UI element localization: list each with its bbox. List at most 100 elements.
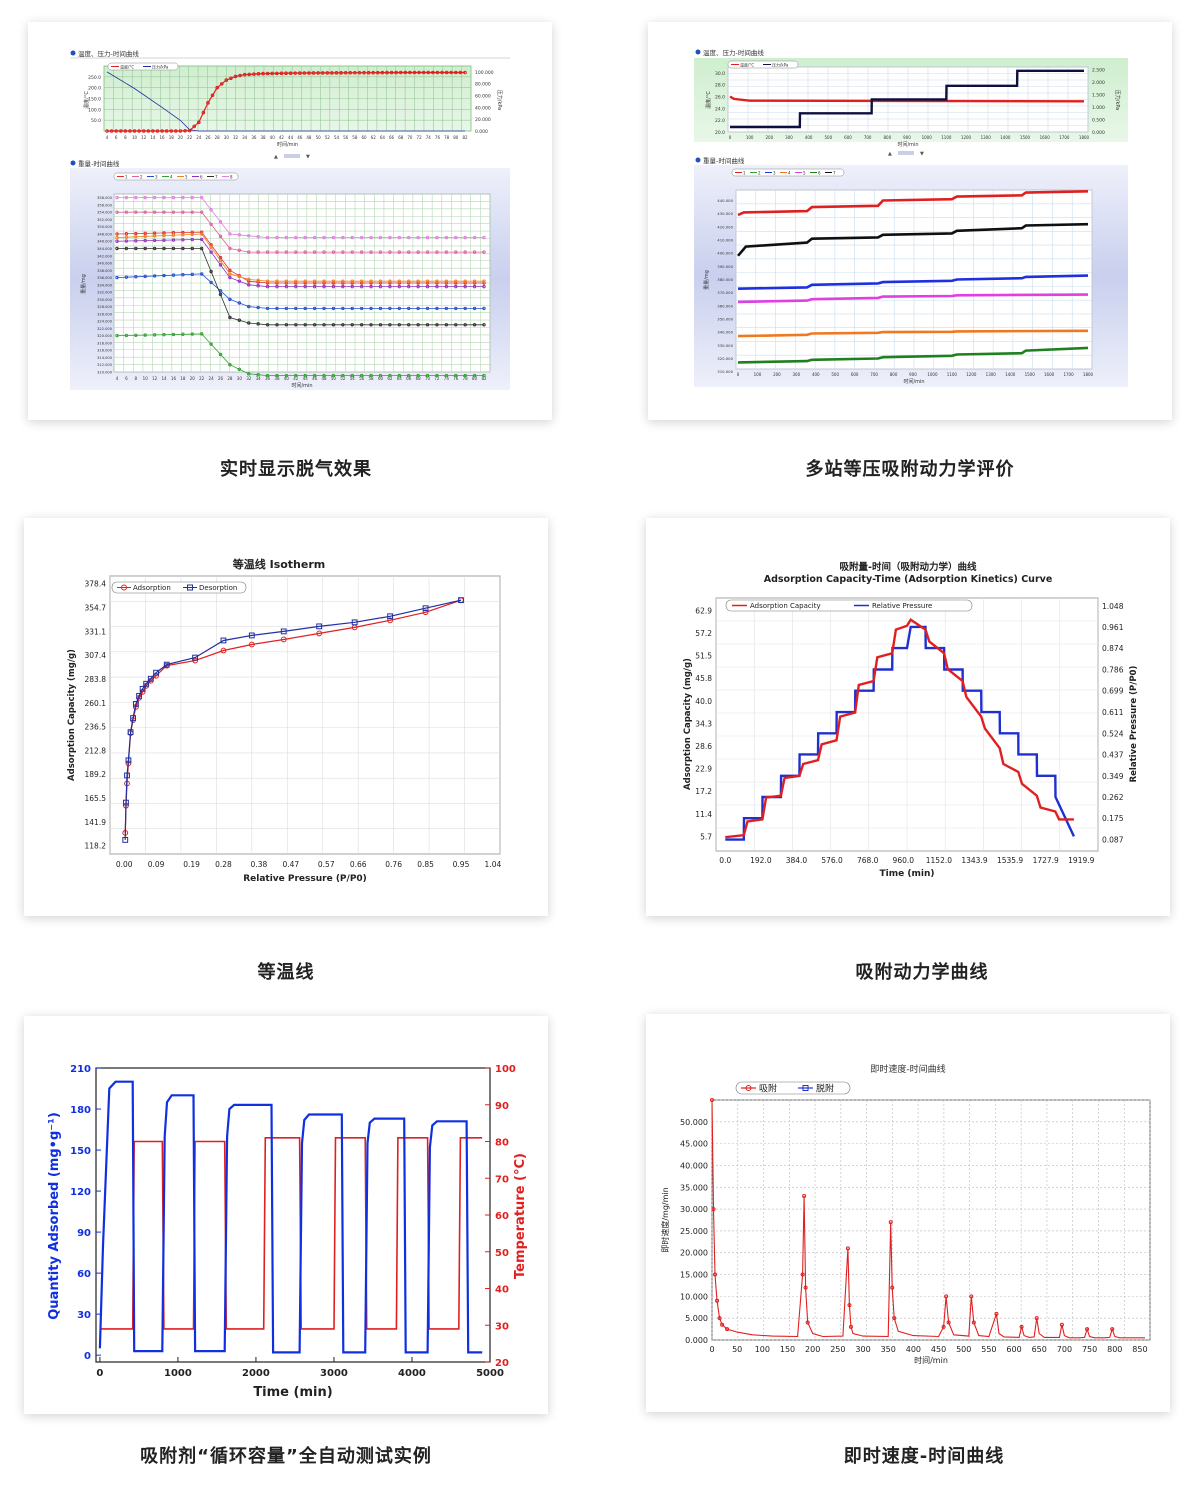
x-tick-label: 0.66: [350, 860, 367, 869]
y2-tick-label: 0.524: [1102, 729, 1124, 738]
x-tick-label: 500: [825, 135, 833, 140]
y-tick-label: 260.1: [85, 699, 107, 708]
weight-point: [435, 373, 439, 378]
weight-point: [237, 279, 242, 283]
weight-point: [275, 306, 279, 311]
legend-label: 压力/kPa: [152, 64, 169, 70]
temperature-point: [178, 129, 183, 133]
x-tick-label: 66: [406, 376, 412, 381]
weight-point: [256, 305, 260, 310]
weight-point: [416, 279, 420, 283]
weight-point: [124, 239, 129, 243]
temperature-point: [398, 70, 403, 75]
weight-point: [472, 306, 477, 311]
weight-point: [444, 306, 449, 311]
weight-point: [294, 250, 298, 254]
chart-card-isotherm: 等温线 Isotherm 0.00 0.09 0.19 0.28 0.38 0.47 0.57…: [24, 518, 548, 916]
weight-point: [199, 237, 204, 242]
weight-point: [162, 332, 166, 337]
temperature-point: [458, 70, 463, 75]
scrollbar-thumb: [898, 151, 914, 155]
weight-point: [275, 284, 279, 289]
y-tick-label: 0.000: [685, 1336, 708, 1345]
peak-point: [969, 1294, 974, 1299]
weight-point: [199, 195, 204, 200]
weight-point: [247, 283, 251, 287]
weight-point: [115, 232, 119, 236]
temperature-point: [210, 93, 215, 98]
multistation-chart: 温度、压力-时间曲线 30.0 28.0 26.0 24.0 22.0 20.0 2.500 2…: [694, 48, 1128, 387]
x-tick-label: 1600: [1044, 372, 1055, 377]
x-tick-label: 1500: [1020, 135, 1031, 140]
chart-card-cyclic: 0 1000 2000 3000 4000 5000 210 180 150 120 90 60 30 0…: [24, 1016, 548, 1414]
weight-point: [284, 279, 289, 283]
y-tick-label: 35.000: [680, 1183, 708, 1192]
isotherm-chart: 等温线 Isotherm 0.00 0.09 0.19 0.28 0.38 0.47 0.57…: [67, 557, 501, 884]
y-tick-label: 410.000: [717, 238, 733, 243]
x-tick-label: 1100: [941, 135, 952, 140]
temperature-point: [151, 129, 155, 133]
weight-point: [331, 373, 336, 378]
y-tick-label: 212.8: [85, 746, 107, 755]
x-tick-label: 384.0: [786, 856, 808, 865]
weight-point: [444, 250, 449, 254]
adsorption-point: [422, 609, 429, 616]
legend-label: 4: [788, 171, 791, 176]
x-tick-label: 14: [150, 135, 156, 140]
x-tick-label: 42: [293, 376, 299, 381]
panel-title: 温度、压力-时间曲线: [78, 49, 139, 58]
y-tick-label: 390.000: [717, 264, 733, 269]
x-tick-label: 1800: [1083, 372, 1094, 377]
weight-point: [209, 269, 213, 274]
y-tick-label: 360.000: [717, 303, 733, 308]
temperature-point: [426, 70, 431, 75]
weight-point: [181, 332, 185, 336]
weight-point: [359, 279, 364, 283]
x-tick-label: 1700: [1059, 135, 1070, 140]
weight-line: [737, 222, 1089, 257]
weight-point: [199, 230, 204, 234]
peak-point: [725, 1327, 730, 1332]
y-tick-label: 400.000: [717, 251, 733, 256]
adsorption-point: [248, 641, 255, 648]
x-tick-label: 64: [380, 135, 386, 140]
y-axis-label: Adsorption Capacity (mg/g): [67, 649, 77, 781]
weight-point: [181, 233, 185, 237]
x-tick-label: 76: [435, 135, 441, 140]
peak-point: [888, 1220, 893, 1225]
weight-point: [435, 250, 439, 254]
legend-label: 6: [818, 171, 821, 176]
x-tick-label: 36: [265, 376, 271, 381]
y2-tick-label: 2.000: [1092, 80, 1105, 86]
weight-point: [228, 315, 232, 320]
weight-point: [171, 233, 176, 237]
weight-point: [397, 323, 402, 327]
temperature-point: [339, 71, 343, 75]
weight-point: [482, 279, 486, 283]
weight-point: [444, 281, 449, 285]
x-tick-label: 18: [169, 135, 175, 140]
temperature-point: [343, 71, 348, 75]
x-tick-label: 82: [462, 135, 468, 140]
y-tick-label: 354.000: [97, 211, 113, 215]
desorption-point: [351, 619, 358, 626]
weight-point: [265, 250, 270, 254]
weight-point: [162, 238, 166, 242]
y-axis-label: 重量/mg: [80, 274, 87, 294]
weight-point: [425, 235, 430, 240]
weight-point: [369, 323, 373, 327]
y-tick-label: 380.000: [717, 277, 733, 282]
temperature-point: [265, 71, 270, 76]
panel-bullet-icon: [695, 49, 701, 55]
desorption-point: [316, 623, 323, 630]
x-tick-label: 0: [96, 1368, 103, 1379]
weight-point: [425, 250, 430, 254]
temperature-point: [403, 70, 408, 75]
weight-point: [416, 284, 420, 289]
cyclic-chart: 0 1000 2000 3000 4000 5000 210 180 150 120 90 60 30 0…: [47, 1064, 528, 1400]
weight-point: [209, 280, 213, 285]
x-tick-label: 36: [251, 135, 257, 140]
x-tick-label: 62: [371, 135, 377, 140]
weight-point: [397, 235, 402, 240]
y2-tick-label: 60: [495, 1211, 509, 1222]
